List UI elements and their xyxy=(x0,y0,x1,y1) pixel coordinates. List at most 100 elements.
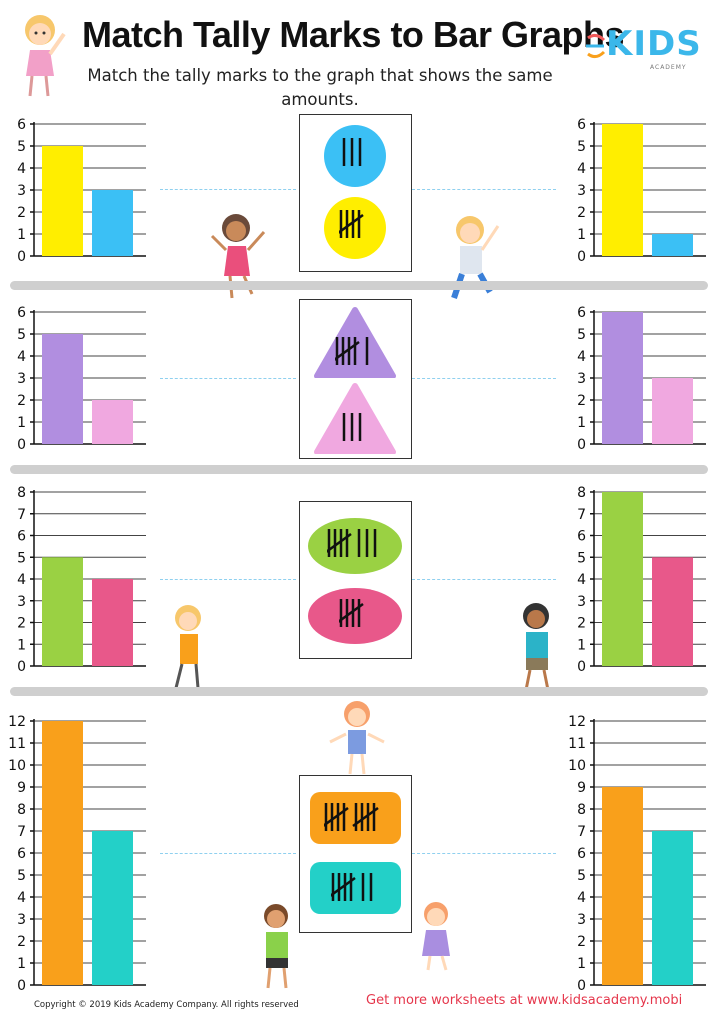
tally-glyph xyxy=(328,873,372,901)
match-line xyxy=(412,853,556,854)
girl-dancing-illustration xyxy=(210,214,266,299)
tally-glyph xyxy=(324,529,376,557)
tick-label: 6 xyxy=(577,529,586,545)
tick-label: 3 xyxy=(17,183,26,199)
bar-chart-row2-left: 0 1 2 3 4 5 6 xyxy=(0,305,150,453)
tick-label: 3 xyxy=(17,912,26,928)
tick-label: 7 xyxy=(17,824,26,840)
tick-label: 10 xyxy=(8,758,26,774)
tick-label: 3 xyxy=(17,371,26,387)
tick-label: 6 xyxy=(17,846,26,862)
tick-label: 1 xyxy=(17,637,26,653)
tally-slash xyxy=(351,806,379,828)
tick-label: 1 xyxy=(577,415,586,431)
match-line xyxy=(160,853,296,854)
tick-label: 2 xyxy=(17,393,26,409)
bar xyxy=(42,557,83,666)
tick-label: 11 xyxy=(8,736,26,752)
tally-marks xyxy=(332,334,377,376)
tally-glyph xyxy=(321,803,379,831)
tick-label: 1 xyxy=(17,956,26,972)
girl-holding-card-illustration xyxy=(422,902,450,971)
tick-label: 1 xyxy=(577,227,586,243)
tick-label: 0 xyxy=(577,659,586,675)
page-title: Match Tally Marks to Bar Graphs xyxy=(82,14,625,55)
tally-glyph xyxy=(332,337,368,365)
tick-label: 0 xyxy=(577,978,586,994)
girl-standing-illustration xyxy=(174,605,201,689)
tick-label: 4 xyxy=(577,161,586,177)
tick-label: 2 xyxy=(17,616,26,632)
girl-waving-illustration xyxy=(25,15,66,97)
tally-slash xyxy=(336,213,364,235)
bar xyxy=(92,831,133,985)
tally-marks xyxy=(336,596,373,638)
logo-word: KIDS xyxy=(606,24,702,64)
bar xyxy=(42,334,83,444)
tick-label: 4 xyxy=(577,572,586,588)
bar xyxy=(652,234,693,256)
bar xyxy=(602,124,643,256)
promo-link[interactable]: Get more worksheets at www.kidsacademy.m… xyxy=(366,993,683,1008)
tick-label: 4 xyxy=(17,349,26,365)
tick-label: 11 xyxy=(568,736,586,752)
bar-chart-row1-right: 0 1 2 3 4 5 6 xyxy=(560,117,710,265)
bar-chart-row3-left: 0 1 2 3 4 5 6 7 8 xyxy=(0,485,150,675)
tick-label: 2 xyxy=(577,393,586,409)
row-divider xyxy=(10,465,708,474)
tick-label: 7 xyxy=(577,507,586,523)
copyright-text: Copyright © 2019 Kids Academy Company. A… xyxy=(34,1000,299,1010)
splash-icon xyxy=(586,33,606,59)
tally-slash xyxy=(332,340,360,362)
boy-jumping-illustration xyxy=(451,216,500,299)
bar-chart-row1-left: 0 1 2 3 4 5 6 xyxy=(0,117,150,265)
tick-label: 2 xyxy=(577,934,586,950)
tick-label: 7 xyxy=(577,824,586,840)
tick-label: 5 xyxy=(17,139,26,155)
green-ellipse-shape xyxy=(308,518,402,574)
tick-label: 2 xyxy=(17,205,26,221)
row-divider xyxy=(10,281,708,290)
tally-card-row1 xyxy=(299,114,412,272)
tick-label: 2 xyxy=(577,205,586,221)
match-line xyxy=(412,189,556,190)
tick-label: 0 xyxy=(17,659,26,675)
tick-label: 8 xyxy=(17,485,26,501)
bar xyxy=(602,492,643,666)
tick-label: 4 xyxy=(17,572,26,588)
tick-label: 0 xyxy=(17,249,26,265)
tick-label: 5 xyxy=(577,327,586,343)
tick-label: 2 xyxy=(577,616,586,632)
tally-slash xyxy=(321,806,349,828)
tick-label: 8 xyxy=(577,802,586,818)
tally-glyph xyxy=(342,413,361,441)
bar-chart-row4-right: 0 1 2 3 4 5 6 7 8 9 10 11 12 xyxy=(560,714,710,994)
bar-chart-row4-left: 0 1 2 3 4 5 6 7 8 9 10 11 12 xyxy=(0,714,150,994)
tick-label: 1 xyxy=(577,637,586,653)
tick-label: 6 xyxy=(577,305,586,321)
instructions: Match the tally marks to the graph that … xyxy=(87,66,553,109)
tally-card-row3 xyxy=(299,501,412,659)
match-line xyxy=(160,189,296,190)
tick-label: 4 xyxy=(577,890,586,906)
tick-label: 0 xyxy=(17,978,26,994)
match-line xyxy=(160,579,296,580)
match-line xyxy=(412,378,556,379)
tick-label: 3 xyxy=(577,594,586,610)
tick-label: 0 xyxy=(17,437,26,453)
tick-label: 6 xyxy=(577,117,586,133)
blue-circle-shape xyxy=(324,125,386,187)
boy-pushing-illustration xyxy=(264,904,288,989)
tick-label: 5 xyxy=(17,550,26,566)
tally-marks xyxy=(321,800,388,842)
bar xyxy=(652,557,693,666)
tally-glyph xyxy=(336,210,364,238)
bar xyxy=(652,378,693,444)
bar xyxy=(92,400,133,444)
tally-glyph xyxy=(342,138,361,166)
match-line xyxy=(160,378,296,379)
tick-label: 3 xyxy=(577,912,586,928)
match-line xyxy=(412,579,556,580)
tick-label: 4 xyxy=(17,161,26,177)
tick-label: 0 xyxy=(577,249,586,265)
